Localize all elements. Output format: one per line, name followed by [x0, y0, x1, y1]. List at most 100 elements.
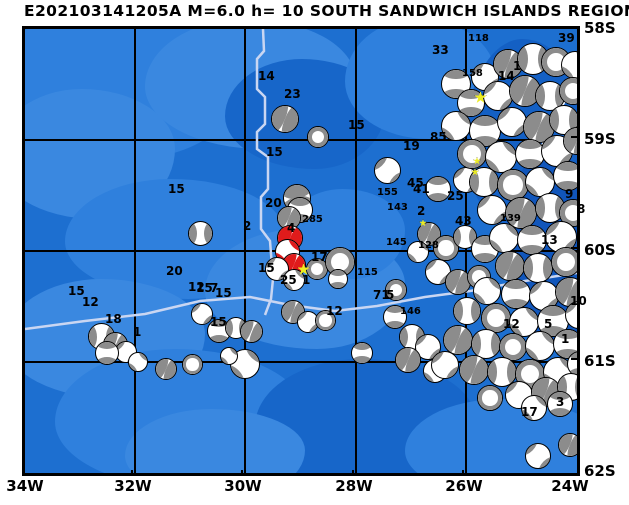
beachball-marker[interactable]: [523, 253, 553, 283]
ytick-mark: [571, 247, 577, 249]
depth-label: 45: [407, 176, 424, 190]
beachball-marker[interactable]: [559, 199, 577, 227]
depth-label: 25: [280, 273, 297, 287]
beachball-marker[interactable]: [425, 176, 451, 202]
gridline-horizontal: [25, 361, 577, 363]
xtick-mark: [462, 470, 464, 476]
beachball-marker[interactable]: [551, 247, 577, 277]
depth-label: 15: [258, 261, 275, 275]
depth-label: 1: [133, 325, 142, 339]
beachball-marker[interactable]: [485, 141, 517, 173]
beachball-marker[interactable]: [385, 279, 407, 301]
xtick-mark: [352, 470, 354, 476]
xaxis-tick-label: 28W: [335, 477, 373, 495]
depth-label: 10: [570, 294, 587, 308]
beachball-marker[interactable]: [457, 139, 487, 169]
depth-label: 15: [210, 315, 227, 329]
ytick-mark: [571, 358, 577, 360]
depth-label: 7: [210, 281, 219, 295]
beachball-marker[interactable]: [495, 251, 525, 281]
beachball-marker[interactable]: [182, 354, 203, 375]
depth-label: 12: [503, 317, 520, 331]
beachball-marker[interactable]: [265, 257, 289, 281]
beachball-marker[interactable]: [489, 223, 519, 253]
yaxis-tick-label: 58S: [584, 19, 616, 37]
beachball-marker[interactable]: [481, 303, 511, 333]
beachball-marker[interactable]: [407, 241, 429, 263]
beachball-marker[interactable]: [374, 157, 401, 184]
xaxis-tick-label: 32W: [114, 477, 152, 495]
depth-label: 8: [577, 202, 586, 216]
depth-label: 39: [558, 31, 575, 45]
depth-label: 158: [462, 68, 483, 79]
depth-label: 14: [258, 69, 275, 83]
depth-label: 118: [468, 33, 489, 44]
depth-label: 5: [386, 288, 395, 302]
depth-label: 20: [166, 264, 183, 278]
beachball-marker[interactable]: [128, 352, 148, 372]
depth-label: 4: [287, 221, 296, 235]
depth-label: 3: [556, 395, 565, 409]
yaxis-tick-label: 62S: [584, 462, 616, 480]
beachball-marker[interactable]: [525, 331, 555, 361]
depth-label: 2: [243, 219, 252, 233]
map-plot-area[interactable]: [22, 26, 580, 476]
depth-label: 23: [284, 87, 301, 101]
depth-label: 71: [373, 288, 390, 302]
beachball-marker[interactable]: [558, 433, 577, 457]
beachball-marker[interactable]: [559, 77, 577, 105]
beachball-marker[interactable]: [307, 126, 329, 148]
ytick-mark: [571, 136, 577, 138]
beachball-marker[interactable]: [525, 443, 551, 469]
beachball-marker[interactable]: [445, 269, 471, 295]
beachball-marker[interactable]: [477, 195, 507, 225]
beachball-marker[interactable]: [443, 325, 473, 355]
beachball-marker[interactable]: [433, 235, 459, 261]
beachball-marker[interactable]: [563, 127, 577, 155]
beachball-marker[interactable]: [315, 310, 336, 331]
beachball-marker[interactable]: [191, 303, 213, 325]
beachball-marker[interactable]: [515, 139, 545, 169]
beachball-marker[interactable]: [497, 107, 527, 137]
depth-label: 145: [386, 237, 407, 248]
beachball-marker[interactable]: [441, 111, 471, 141]
beachball-marker[interactable]: [561, 51, 577, 79]
yaxis-tick-label: 60S: [584, 241, 616, 259]
beachball-marker[interactable]: [395, 347, 421, 373]
depth-label: 15: [348, 118, 365, 132]
beachball-marker[interactable]: [220, 347, 238, 365]
beachball-marker[interactable]: [188, 221, 213, 246]
beachball-marker[interactable]: [230, 349, 260, 379]
depth-label: 15: [196, 281, 213, 295]
beachball-marker[interactable]: [283, 269, 305, 291]
beachball-marker[interactable]: [473, 277, 501, 305]
beachball-marker[interactable]: [431, 351, 459, 379]
beachball-marker[interactable]: [499, 333, 527, 361]
beachball-marker[interactable]: [521, 395, 547, 421]
beachball-marker[interactable]: [477, 385, 503, 411]
beachball-marker[interactable]: [351, 342, 373, 364]
beachball-marker[interactable]: [547, 391, 573, 417]
depth-label: 13: [541, 233, 558, 247]
depth-label: 20: [265, 196, 282, 210]
beachball-marker[interactable]: [497, 169, 529, 201]
beachball-marker[interactable]: [453, 297, 481, 325]
map-canvas: [25, 29, 577, 473]
depth-label: 5: [544, 317, 553, 331]
beachball-marker[interactable]: [95, 341, 119, 365]
beachball-marker[interactable]: [553, 161, 577, 191]
beachball-marker[interactable]: [471, 329, 501, 359]
depth-label: 155: [377, 187, 398, 198]
depth-label: 17: [311, 250, 328, 264]
beachball-marker[interactable]: [271, 105, 299, 133]
beachball-marker[interactable]: [328, 269, 348, 289]
xtick-mark: [131, 470, 133, 476]
beachball-marker[interactable]: [306, 258, 328, 280]
beachball-marker[interactable]: [483, 81, 513, 111]
depth-label: 15: [68, 284, 85, 298]
beachball-marker[interactable]: [459, 355, 489, 385]
beachball-marker[interactable]: [240, 320, 263, 343]
yaxis-tick-label: 61S: [584, 352, 616, 370]
beachball-marker[interactable]: [155, 358, 177, 380]
